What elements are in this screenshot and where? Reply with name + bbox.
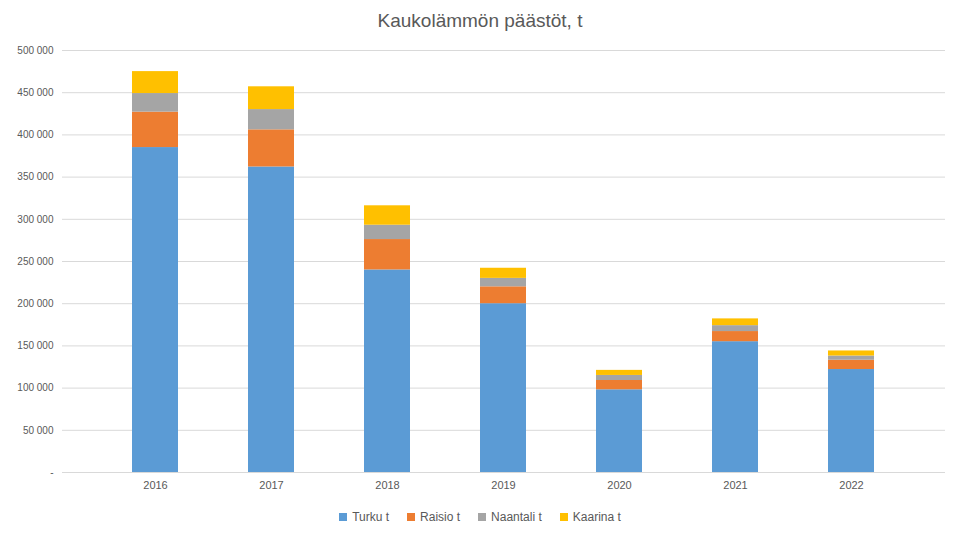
svg-text:50 000: 50 000 (23, 425, 54, 436)
html-text:Naantali t: Naantali t (491, 510, 542, 524)
svg-text:2019: 2019 (491, 479, 515, 491)
svg-text:350 000: 350 000 (17, 171, 54, 182)
svg-text:450 000: 450 000 (17, 87, 54, 98)
svg-text:250 000: 250 000 (17, 256, 54, 267)
svg-text:150 000: 150 000 (17, 340, 54, 351)
svg-text:2016: 2016 (143, 479, 167, 491)
svg-text:2018: 2018 (375, 479, 399, 491)
html-text:Raisio t: Raisio t (420, 510, 461, 524)
svg-text:500 000: 500 000 (17, 45, 54, 56)
svg-text:200 000: 200 000 (17, 298, 54, 309)
svg-text:2021: 2021 (723, 479, 747, 491)
svg-text:400 000: 400 000 (17, 129, 54, 140)
svg-text:300 000: 300 000 (17, 214, 54, 225)
svg-text:-: - (50, 467, 53, 478)
html-text:Kaarina t: Kaarina t (572, 510, 621, 524)
html-text:Turku t: Turku t (352, 510, 390, 524)
html-text:Kaukolämmön päästöt, t: Kaukolämmön päästöt, t (377, 10, 583, 31)
svg-text:2020: 2020 (607, 479, 631, 491)
svg-text:2017: 2017 (259, 479, 283, 491)
svg-text:100 000: 100 000 (17, 382, 54, 393)
svg-text:2022: 2022 (839, 479, 863, 491)
